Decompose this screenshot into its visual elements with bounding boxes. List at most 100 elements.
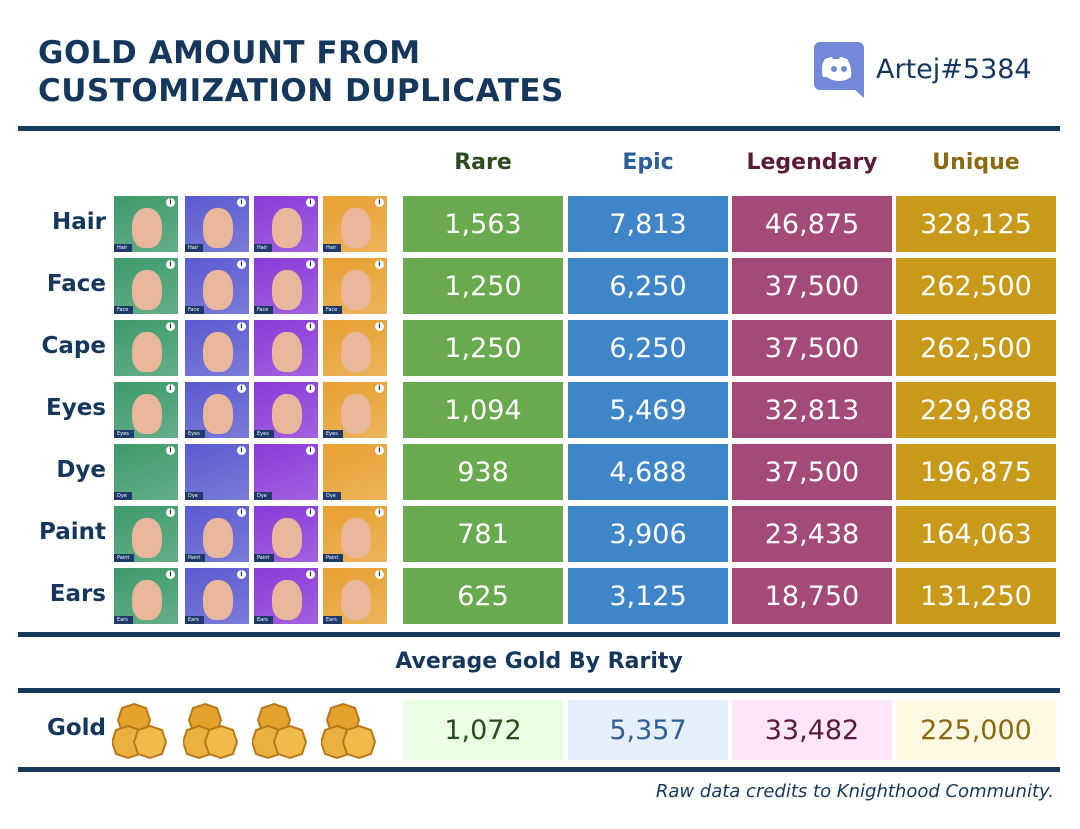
character-head-icon [341, 518, 371, 558]
item-thumbnail[interactable]: i [114, 320, 178, 376]
item-thumbnail[interactable]: i Hair [185, 196, 249, 252]
item-tag: Face [254, 306, 274, 314]
info-icon[interactable]: i [166, 322, 175, 331]
gold-value-cell: 37,500 [732, 258, 892, 314]
character-head-icon [203, 332, 233, 372]
item-thumbnail[interactable]: i Eyes [254, 382, 318, 438]
item-thumbnail[interactable]: i Dye [185, 444, 249, 500]
item-thumbnail[interactable]: i Paint [323, 506, 387, 562]
info-icon[interactable]: i [306, 570, 315, 579]
item-thumbnail[interactable]: i Paint [254, 506, 318, 562]
item-thumbnail[interactable]: i Eyes [323, 382, 387, 438]
item-thumbnail[interactable]: i Hair [323, 196, 387, 252]
item-thumbnail[interactable]: i Face [185, 258, 249, 314]
item-tag: Paint [323, 554, 344, 562]
info-icon[interactable]: i [375, 446, 384, 455]
item-thumbnail[interactable]: i [254, 320, 318, 376]
row-label: Ears [49, 581, 106, 607]
info-icon[interactable]: i [306, 384, 315, 393]
gold-value-cell: 328,125 [896, 196, 1056, 252]
gold-coins-icon [183, 702, 239, 760]
info-icon[interactable]: i [237, 322, 246, 331]
gold-value-cell: 1,250 [403, 258, 563, 314]
item-thumbnail[interactable]: i Eyes [114, 382, 178, 438]
average-gold-epic: 5,357 [568, 700, 728, 760]
item-tag: Dye [185, 492, 203, 500]
info-icon[interactable]: i [306, 198, 315, 207]
item-thumbnail[interactable]: i Dye [254, 444, 318, 500]
column-header-rare: Rare [454, 150, 512, 175]
info-icon[interactable]: i [375, 260, 384, 269]
info-icon[interactable]: i [237, 508, 246, 517]
info-icon[interactable]: i [306, 260, 315, 269]
info-icon[interactable]: i [306, 508, 315, 517]
info-icon[interactable]: i [166, 446, 175, 455]
gold-value-cell: 6,250 [568, 258, 728, 314]
info-icon[interactable]: i [375, 198, 384, 207]
divider [18, 767, 1060, 772]
info-icon[interactable]: i [166, 260, 175, 269]
divider [18, 126, 1060, 131]
info-icon[interactable]: i [237, 446, 246, 455]
item-tag: Hair [254, 244, 273, 252]
item-tag: Dye [114, 492, 132, 500]
item-thumbnail[interactable]: i Paint [114, 506, 178, 562]
item-tag: Eyes [254, 430, 274, 438]
gold-value-cell: 37,500 [732, 444, 892, 500]
info-icon[interactable]: i [306, 446, 315, 455]
item-thumbnail[interactable]: i Face [114, 258, 178, 314]
gold-value-cell: 4,688 [568, 444, 728, 500]
info-icon[interactable]: i [306, 322, 315, 331]
item-thumbnail[interactable]: i Dye [323, 444, 387, 500]
info-icon[interactable]: i [166, 384, 175, 393]
title-line-1: GOLD AMOUNT FROM [38, 35, 421, 71]
item-tag: Hair [323, 244, 342, 252]
item-thumbnail[interactable]: i Hair [254, 196, 318, 252]
average-title: Average Gold By Rarity [395, 649, 683, 674]
character-head-icon [203, 208, 233, 248]
item-thumbnail[interactable]: i Face [254, 258, 318, 314]
item-thumbnail[interactable]: i Ears [114, 568, 178, 624]
divider [18, 632, 1060, 637]
item-thumbnail[interactable]: i Eyes [185, 382, 249, 438]
info-icon[interactable]: i [237, 198, 246, 207]
gold-value-cell: 23,438 [732, 506, 892, 562]
gold-value-cell: 164,063 [896, 506, 1056, 562]
info-icon[interactable]: i [166, 508, 175, 517]
item-thumbnail[interactable]: i Ears [323, 568, 387, 624]
character-head-icon [341, 332, 371, 372]
item-thumbnail[interactable]: i Ears [185, 568, 249, 624]
gold-value-cell: 7,813 [568, 196, 728, 252]
item-thumbnail[interactable]: i Face [323, 258, 387, 314]
item-thumbnail[interactable]: i Ears [254, 568, 318, 624]
info-icon[interactable]: i [166, 198, 175, 207]
info-icon[interactable]: i [375, 508, 384, 517]
gold-value-cell: 32,813 [732, 382, 892, 438]
character-head-icon [203, 518, 233, 558]
gold-value-cell: 938 [403, 444, 563, 500]
item-thumbnail[interactable]: i [185, 320, 249, 376]
item-tag: Eyes [185, 430, 205, 438]
info-icon[interactable]: i [166, 570, 175, 579]
item-tag: Dye [254, 492, 272, 500]
info-icon[interactable]: i [375, 570, 384, 579]
item-thumbnail[interactable]: i [323, 320, 387, 376]
info-icon[interactable]: i [237, 260, 246, 269]
average-gold-rare: 1,072 [403, 700, 563, 760]
info-icon[interactable]: i [237, 384, 246, 393]
item-thumbnail[interactable]: i Dye [114, 444, 178, 500]
discord-icon [814, 42, 864, 98]
info-icon[interactable]: i [375, 322, 384, 331]
character-head-icon [341, 208, 371, 248]
gold-value-cell: 37,500 [732, 320, 892, 376]
average-gold-legendary: 33,482 [732, 700, 892, 760]
info-icon[interactable]: i [237, 570, 246, 579]
gold-coins-icon [321, 702, 377, 760]
info-icon[interactable]: i [375, 384, 384, 393]
gold-coins-icon [252, 702, 308, 760]
gold-value-cell: 18,750 [732, 568, 892, 624]
item-thumbnail[interactable]: i Hair [114, 196, 178, 252]
row-label: Hair [52, 209, 106, 235]
gold-value-cell: 1,563 [403, 196, 563, 252]
item-thumbnail[interactable]: i Paint [185, 506, 249, 562]
